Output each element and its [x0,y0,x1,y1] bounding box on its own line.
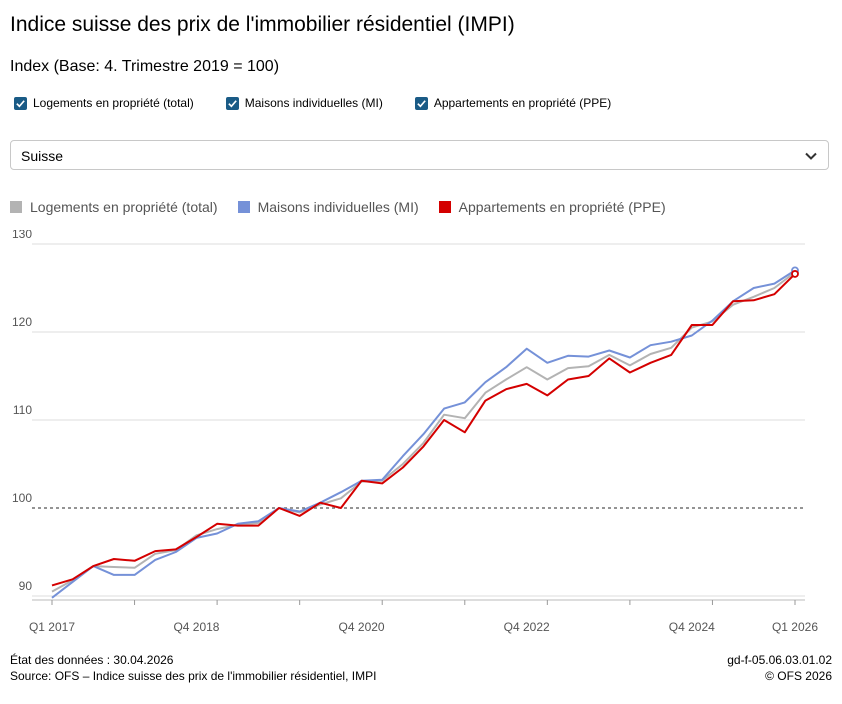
checkbox-checked-icon[interactable] [225,96,239,110]
series-line-3 [51,273,796,587]
chart-subtitle: Index (Base: 4. Trimestre 2019 = 100) [10,58,280,75]
checkbox-checked-icon[interactable] [414,96,428,110]
x-tick-label: Q4 2022 [504,620,550,634]
line-chart: 90 100 110 120 130 Q1 2017 Q4 2018 Q4 2020 Q4 2… [12,230,818,634]
end-point-marker [791,270,799,278]
checkbox-total[interactable]: Logements en propriété (total) [14,94,194,112]
chart-legend: Logements en propriété (total) Maisons i… [10,198,686,216]
region-select-value: Suisse [21,148,64,164]
checkbox-checked-icon[interactable] [14,96,27,110]
x-tick-label: Q4 2024 [669,620,715,634]
chart-title: Indice suisse des prix de l'immobilier r… [10,13,515,36]
copyright: © OFS 2026 [765,669,832,683]
series-line-2 [51,269,796,599]
series-line-1 [51,271,796,593]
chevron-down-icon[interactable] [804,149,818,163]
y-tick-label: 130 [12,230,32,241]
x-tick-label: Q4 2020 [339,620,385,634]
legend-label: Logements en propriété (total) [30,199,218,215]
x-tick-label: Q4 2018 [173,620,219,634]
y-tick-label: 100 [12,491,32,505]
checkbox-label: Logements en propriété (total) [33,96,194,110]
data-source: Source: OFS – Indice suisse des prix de … [10,669,377,683]
legend-swatch [438,201,451,213]
footer-right: gd-f-05.06.03.01.02 © OFS 2026 [727,652,832,684]
checkbox-mi[interactable]: Maisons individuelles (MI) [225,94,383,112]
legend-label: Maisons individuelles (MI) [257,199,419,215]
y-tick-label: 110 [13,403,32,417]
checkbox-ppe[interactable]: Appartements en propriété (PPE) [414,94,612,112]
legend-item-ppe[interactable]: Appartements en propriété (PPE) [438,198,666,216]
y-tick-label: 120 [12,315,32,329]
footer-left: État des données : 30.04.2026 Source: OF… [10,652,376,684]
y-tick-label: 90 [19,579,33,593]
legend-item-mi[interactable]: Maisons individuelles (MI) [237,198,419,216]
data-date: État des données : 30.04.2026 [10,653,174,667]
x-tick-label: Q1 2026 [772,620,818,634]
legend-label: Appartements en propriété (PPE) [458,199,666,215]
series-checkboxes: Logements en propriété (total) Maisons i… [14,94,643,112]
checkbox-label: Maisons individuelles (MI) [244,96,383,110]
chart-code: gd-f-05.06.03.01.02 [727,653,832,667]
checkbox-label: Appartements en propriété (PPE) [433,96,612,110]
x-tick-label: Q1 2017 [29,620,75,634]
region-select[interactable]: Suisse [10,140,829,170]
legend-item-total[interactable]: Logements en propriété (total) [10,198,218,216]
legend-swatch [237,201,250,213]
legend-swatch [10,201,22,213]
